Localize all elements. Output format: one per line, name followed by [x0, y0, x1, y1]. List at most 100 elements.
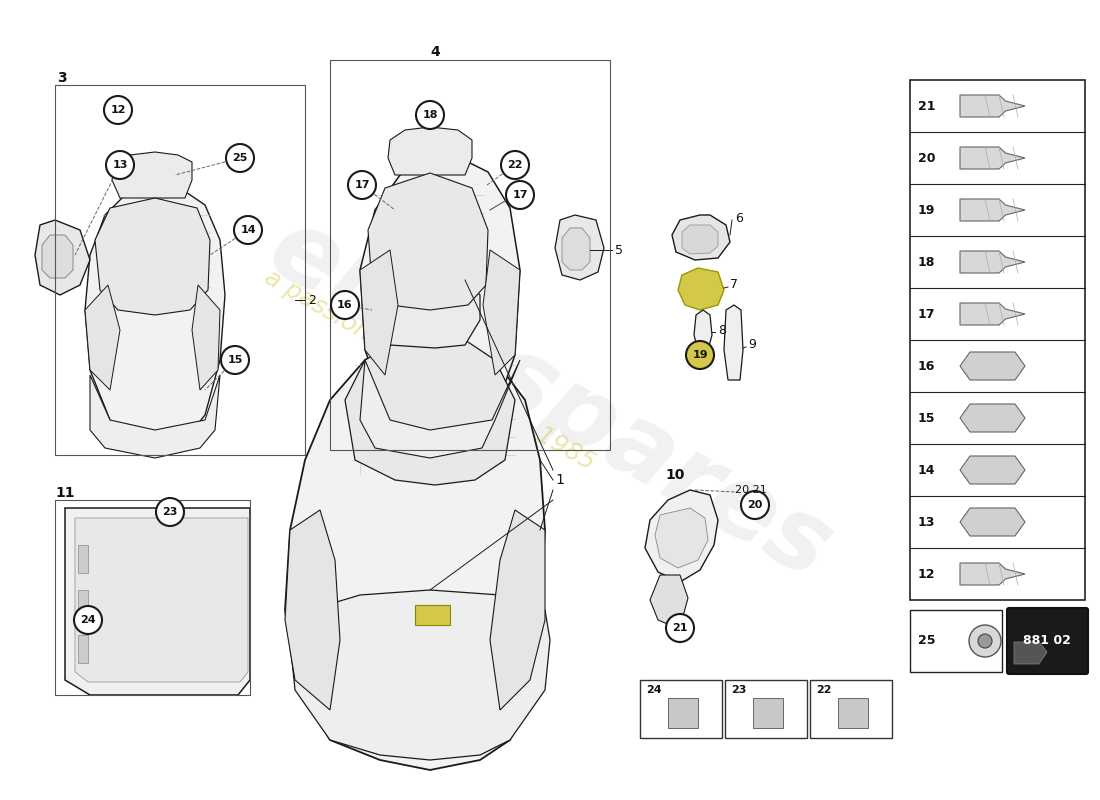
Polygon shape: [85, 185, 226, 448]
Circle shape: [969, 625, 1001, 657]
Bar: [810, 680, 892, 738]
Text: 14: 14: [240, 225, 256, 235]
Text: 2: 2: [308, 294, 316, 306]
Polygon shape: [375, 275, 480, 348]
Text: 21: 21: [918, 99, 935, 113]
Text: 13: 13: [112, 160, 128, 170]
Circle shape: [221, 346, 249, 374]
Polygon shape: [668, 698, 698, 728]
Polygon shape: [960, 95, 1025, 117]
Polygon shape: [192, 285, 220, 390]
Polygon shape: [95, 198, 210, 315]
Polygon shape: [78, 635, 88, 663]
Text: 17: 17: [918, 307, 935, 321]
Polygon shape: [388, 127, 472, 175]
Bar: [55, 500, 250, 695]
Polygon shape: [285, 510, 340, 710]
Bar: [725, 680, 807, 738]
Text: 15: 15: [918, 411, 935, 425]
Text: 16: 16: [918, 359, 935, 373]
Text: 6: 6: [735, 211, 743, 225]
Text: 881 02: 881 02: [1023, 634, 1071, 647]
Text: 17: 17: [354, 180, 370, 190]
Circle shape: [226, 144, 254, 172]
Text: 10: 10: [666, 468, 684, 482]
Polygon shape: [42, 235, 73, 278]
Text: 22: 22: [816, 685, 832, 695]
Polygon shape: [75, 518, 248, 682]
Polygon shape: [368, 173, 488, 310]
Polygon shape: [960, 147, 1025, 169]
Text: 4: 4: [430, 45, 440, 59]
Polygon shape: [1014, 642, 1047, 664]
Circle shape: [666, 614, 694, 642]
Bar: [55, 85, 305, 455]
Polygon shape: [360, 360, 520, 458]
Bar: [640, 680, 722, 738]
Polygon shape: [960, 456, 1025, 484]
Circle shape: [331, 291, 359, 319]
Text: a passion for parts since 1985: a passion for parts since 1985: [261, 265, 600, 475]
Circle shape: [104, 96, 132, 124]
Text: 8: 8: [718, 323, 726, 337]
Text: 14: 14: [918, 463, 935, 477]
Polygon shape: [654, 508, 708, 568]
Polygon shape: [650, 575, 688, 625]
Polygon shape: [960, 563, 1025, 585]
Polygon shape: [960, 352, 1025, 380]
Text: 22: 22: [507, 160, 522, 170]
Circle shape: [348, 171, 376, 199]
Circle shape: [500, 151, 529, 179]
Polygon shape: [112, 152, 192, 198]
Circle shape: [156, 498, 184, 526]
Circle shape: [416, 101, 444, 129]
Text: 25: 25: [232, 153, 248, 163]
Polygon shape: [960, 199, 1025, 221]
Text: 16: 16: [338, 300, 353, 310]
Text: 9: 9: [748, 338, 756, 351]
Polygon shape: [682, 225, 718, 254]
Text: 20: 20: [918, 151, 935, 165]
Circle shape: [74, 606, 102, 634]
Polygon shape: [754, 698, 783, 728]
Polygon shape: [360, 250, 398, 375]
Text: 15: 15: [228, 355, 243, 365]
Polygon shape: [960, 251, 1025, 273]
Polygon shape: [65, 508, 250, 695]
Polygon shape: [562, 228, 590, 270]
Polygon shape: [490, 510, 544, 710]
Polygon shape: [78, 545, 88, 573]
Text: 5: 5: [615, 243, 623, 257]
Text: 24: 24: [646, 685, 661, 695]
Text: 7: 7: [730, 278, 738, 291]
Text: 12: 12: [918, 567, 935, 581]
Polygon shape: [694, 310, 712, 350]
Circle shape: [234, 216, 262, 244]
Bar: [910, 610, 1002, 672]
Circle shape: [686, 341, 714, 369]
Text: 17: 17: [513, 190, 528, 200]
Polygon shape: [290, 590, 550, 760]
Text: 19: 19: [918, 203, 935, 217]
Circle shape: [978, 634, 992, 648]
Text: 18: 18: [422, 110, 438, 120]
Polygon shape: [360, 158, 520, 450]
Text: 12: 12: [110, 105, 125, 115]
Bar: [330, 60, 610, 450]
Text: 21: 21: [672, 623, 688, 633]
Bar: [910, 80, 1085, 600]
Text: 18: 18: [918, 255, 935, 269]
Circle shape: [106, 151, 134, 179]
Polygon shape: [483, 250, 520, 375]
Text: 24: 24: [80, 615, 96, 625]
Text: 3: 3: [57, 71, 67, 85]
Text: 20: 20: [747, 500, 762, 510]
Circle shape: [741, 491, 769, 519]
Polygon shape: [345, 335, 515, 485]
Text: eurospares: eurospares: [252, 200, 848, 600]
Text: 1: 1: [556, 473, 564, 487]
Text: 20 21: 20 21: [735, 485, 767, 495]
Polygon shape: [678, 268, 724, 310]
Text: 25: 25: [918, 634, 935, 647]
Polygon shape: [838, 698, 868, 728]
